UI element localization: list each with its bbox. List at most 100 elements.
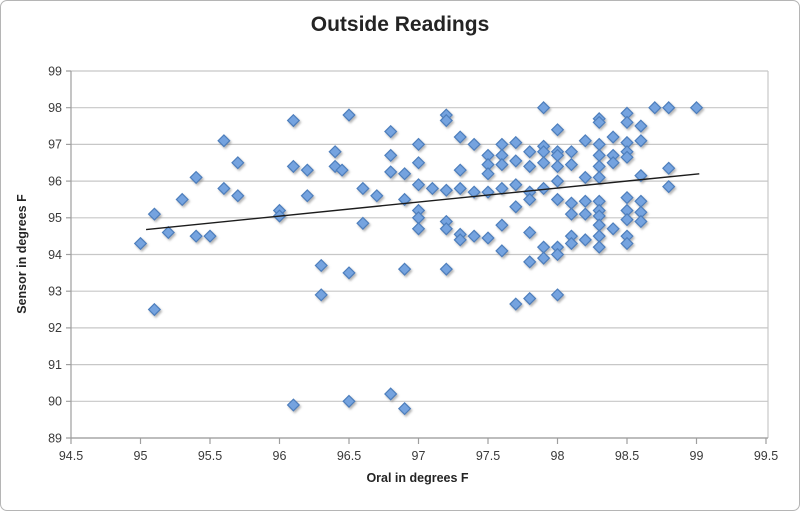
scatter-point [592, 115, 606, 130]
scatter-point [523, 145, 537, 159]
scatter-point [564, 157, 579, 172]
scatter-point [536, 181, 551, 196]
scatter-point [536, 240, 551, 254]
scatter-point [384, 148, 398, 163]
scatter-point [467, 185, 481, 199]
x-tick-label: 98.5 [615, 449, 639, 463]
scatter-point [397, 262, 412, 276]
scatter-point [592, 229, 606, 243]
scatter-point [300, 163, 314, 177]
x-tick-label: 96.5 [337, 449, 361, 463]
scatter-point [189, 229, 203, 243]
scatter-point [133, 236, 148, 251]
y-tick-label: 98 [48, 101, 62, 115]
y-tick-label: 89 [48, 431, 62, 445]
x-axis-title: Oral in degrees F [366, 471, 469, 485]
scatter-point [453, 163, 467, 177]
scatter-point [620, 212, 634, 227]
tick-labels: 89 90 91 92 93 94 95 96 97 98 99 94.5 95 95.5 96 96.5 97… [48, 64, 778, 463]
scatter-point [453, 181, 467, 196]
scatter-point [161, 225, 175, 240]
scatter-point [439, 183, 453, 197]
y-tick-label: 91 [48, 358, 62, 372]
scatter-point [342, 108, 356, 122]
scatter-point [397, 401, 412, 416]
scatter-point [509, 154, 523, 168]
scatter-point [231, 156, 245, 170]
scatter-point [578, 194, 592, 208]
x-tick-label: 96 [273, 449, 287, 463]
scatter-point [495, 137, 509, 152]
scatter-point [495, 218, 509, 232]
scatter-point [578, 207, 592, 221]
scatter-point [370, 189, 384, 203]
scatter-point [689, 101, 704, 115]
scatter-point [384, 165, 398, 179]
scatter-point [342, 266, 356, 280]
scatter-point [606, 156, 620, 170]
scatter-point [536, 101, 551, 115]
y-tick-label: 92 [48, 321, 62, 335]
scatter-point [523, 159, 537, 174]
scatter-point [384, 124, 398, 139]
scatter-point [620, 236, 634, 251]
scatter-point [217, 134, 231, 148]
scatter-point [564, 145, 579, 159]
scatter-point [523, 192, 537, 207]
scatter-point [147, 207, 162, 221]
scatter-point [550, 247, 565, 262]
scatter-point [662, 161, 676, 175]
scatter-point [634, 194, 648, 208]
scatter-point [509, 297, 523, 311]
scatter-point [592, 240, 606, 254]
scatter-point [592, 218, 606, 232]
scatter-point [342, 394, 356, 408]
y-tick-label: 97 [48, 138, 62, 152]
scatter-point [606, 130, 620, 144]
scatter-point [523, 255, 537, 269]
scatter-point [286, 113, 301, 128]
scatter-point [578, 134, 592, 148]
scatter-point [411, 222, 426, 236]
scatter-point [328, 145, 342, 159]
scatter-point [523, 225, 537, 240]
scatter-point [411, 178, 426, 192]
scatter-point [564, 236, 579, 251]
scatter-point [231, 189, 245, 203]
scatter-point [286, 159, 301, 174]
scatter-point [564, 196, 579, 210]
x-tick-label: 95 [134, 449, 148, 463]
scatter-points [133, 101, 704, 416]
y-tick-label: 94 [48, 248, 62, 262]
scatter-point [481, 231, 495, 245]
scatter-point [397, 167, 412, 181]
scatter-point [411, 137, 426, 152]
chart-title: Outside Readings [310, 13, 490, 36]
scatter-point [550, 174, 565, 188]
x-tick-label: 98 [551, 449, 565, 463]
scatter-point [439, 113, 453, 128]
scatter-point [536, 251, 551, 265]
y-tick-label: 96 [48, 174, 62, 188]
scatter-point [286, 398, 301, 412]
scatter-point [523, 291, 537, 306]
scatter-point [509, 135, 523, 150]
scatter-point [481, 167, 495, 181]
scatter-point [634, 119, 648, 133]
x-tick-label: 99.5 [754, 449, 778, 463]
scatter-point [564, 207, 579, 221]
scatter-point [314, 258, 328, 273]
scatter-point [606, 222, 620, 236]
scatter-point [335, 163, 349, 177]
y-tick-label: 95 [48, 211, 62, 225]
y-tick-label: 93 [48, 285, 62, 299]
scatter-point [550, 192, 565, 207]
scatter-point [509, 178, 523, 192]
scatter-point [217, 181, 231, 196]
scatter-point [425, 181, 440, 196]
scatter-point [620, 190, 634, 205]
scatter-point [578, 170, 592, 185]
scatter-point [175, 192, 189, 207]
scatter-point [411, 211, 426, 225]
